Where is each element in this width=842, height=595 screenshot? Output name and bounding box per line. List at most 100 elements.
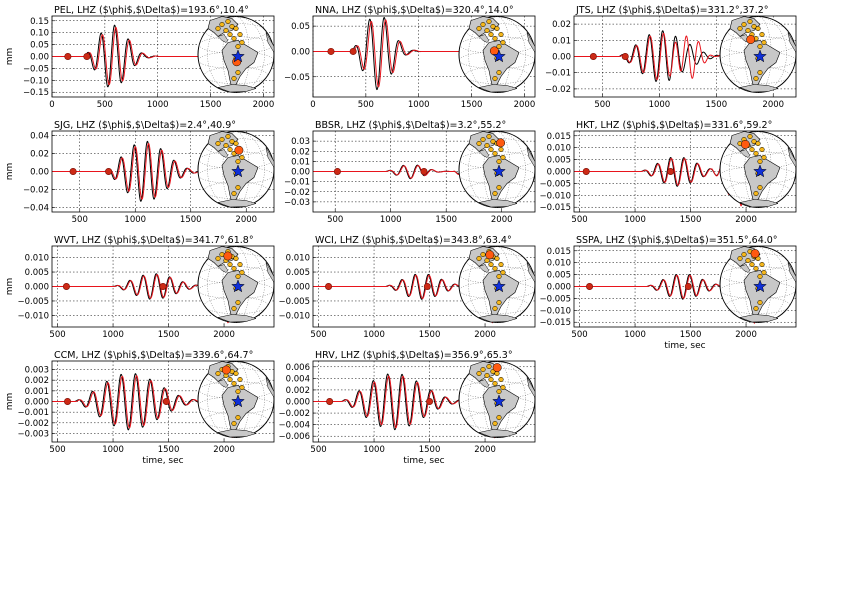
station-dot xyxy=(237,261,243,268)
land-antarctica xyxy=(478,314,518,323)
x-tick-label: 1000 xyxy=(408,100,430,110)
x-tick-label: 500 xyxy=(49,445,65,455)
epicenter-star-icon xyxy=(492,49,506,63)
land-south-america xyxy=(482,270,520,320)
station-dot xyxy=(476,255,482,262)
land-south-america xyxy=(221,270,259,320)
station-dot xyxy=(492,35,498,42)
y-tick-label: 0.000 xyxy=(25,398,49,408)
station-dot xyxy=(500,269,506,276)
epicenter-star-icon xyxy=(231,49,245,63)
land-antarctica xyxy=(478,199,518,208)
epicenter-star-icon xyxy=(753,49,767,63)
station-dot xyxy=(231,190,237,197)
station-dot xyxy=(215,370,221,377)
window-marker xyxy=(159,282,167,290)
y-tick-label: −0.15 xyxy=(23,88,49,98)
y-tick-label: 0.01 xyxy=(291,157,310,167)
land-antarctica xyxy=(217,199,257,208)
station-dot xyxy=(751,138,757,145)
y-tick-label: −0.010 xyxy=(540,191,571,201)
station-dot xyxy=(239,384,245,391)
y-tick-label: −0.010 xyxy=(540,306,571,316)
globe-meridian xyxy=(729,246,787,323)
window-marker xyxy=(349,47,357,55)
window-marker xyxy=(325,282,333,290)
y-tick-label: 0.004 xyxy=(286,374,310,384)
window-marker xyxy=(582,168,590,176)
window-marker xyxy=(162,397,170,405)
station-dot xyxy=(231,380,237,387)
y-tick-label: 0.005 xyxy=(547,271,571,281)
x-tick-label: 2000 xyxy=(514,100,536,110)
y-tick-label: −0.02 xyxy=(23,186,49,196)
station-dot xyxy=(745,27,751,34)
current-station-marker xyxy=(485,250,495,260)
station-dot xyxy=(496,184,502,191)
land-south-america xyxy=(743,40,781,90)
station-dot xyxy=(235,273,241,280)
x-axis-label: time, sec xyxy=(403,456,444,466)
land-africa-edge xyxy=(526,262,536,284)
station-dot xyxy=(231,305,237,312)
y-axis-label: mm xyxy=(5,393,15,411)
station-dot xyxy=(496,388,502,395)
land-africa-edge xyxy=(265,147,275,169)
globe-parallel xyxy=(198,166,274,184)
x-tick-label: 1500 xyxy=(200,100,222,110)
station-dot xyxy=(498,31,504,38)
panel-title: CCM, LHZ ($\phi$,$\Delta$)=339.6°,64.7° xyxy=(54,350,253,361)
y-tick-label: 0.010 xyxy=(286,254,310,264)
window-marker xyxy=(333,168,341,176)
x-tick-label: 1000 xyxy=(649,100,671,110)
y-tick-label: −0.005 xyxy=(540,179,571,189)
y-tick-label: 0.001 xyxy=(25,387,49,397)
globe-parallel xyxy=(198,396,274,414)
y-tick-label: 0.00 xyxy=(30,168,49,178)
station-dot xyxy=(484,27,490,34)
panel-bbsr: 500 1000 1500 20000.030.020.010.00−0.01−0.0… xyxy=(284,120,536,225)
land-south-america xyxy=(221,155,259,205)
y-tick-label: −0.01 xyxy=(545,69,571,79)
current-station-marker xyxy=(223,251,233,261)
station-dot xyxy=(745,257,751,264)
station-dot xyxy=(492,75,498,82)
station-dot xyxy=(757,158,763,165)
panel-jts: 500 1000 1500 2000 0.02 0.01 0.00 −0.01 −0.02 JTS… xyxy=(545,5,797,110)
station-dot xyxy=(227,146,233,153)
x-tick-label: 1500 xyxy=(705,100,727,110)
station-dot xyxy=(235,43,241,50)
panel-title: HRV, LHZ ($\phi$,$\Delta$)=356.9°,65.3° xyxy=(315,350,513,361)
station-dot xyxy=(753,150,759,157)
epicenter-star-icon xyxy=(492,394,506,408)
y-tick-label: −0.05 xyxy=(23,64,49,74)
station-dot xyxy=(227,31,233,38)
current-station-marker xyxy=(489,46,499,56)
station-dot xyxy=(235,388,241,395)
window-marker xyxy=(69,168,77,176)
epicenter-star-icon xyxy=(231,279,245,293)
y-tick-label: 0.10 xyxy=(30,29,49,39)
land-antarctica xyxy=(217,84,257,93)
land-central-america xyxy=(478,264,490,273)
globe-parallel xyxy=(459,281,535,299)
globe-meridian xyxy=(468,131,526,208)
x-tick-label: 1000 xyxy=(363,330,385,340)
globe-parallel xyxy=(720,166,796,184)
y-tick-label: −0.005 xyxy=(540,294,571,304)
station-dot xyxy=(239,269,245,276)
station-dot xyxy=(755,25,761,32)
station-dot xyxy=(492,265,498,272)
station-dot xyxy=(484,142,490,149)
y-tick-label: 0.000 xyxy=(25,283,49,293)
y-tick-label: 0.02 xyxy=(291,147,310,157)
x-tick-label: 1000 xyxy=(102,330,124,340)
y-tick-label: 0.01 xyxy=(552,36,571,46)
y-tick-label: −0.02 xyxy=(284,188,310,198)
station-dot xyxy=(498,376,504,383)
window-marker xyxy=(62,282,70,290)
globe-meridian xyxy=(468,16,526,93)
land-antarctica xyxy=(217,429,257,438)
land-africa-edge xyxy=(265,377,275,399)
